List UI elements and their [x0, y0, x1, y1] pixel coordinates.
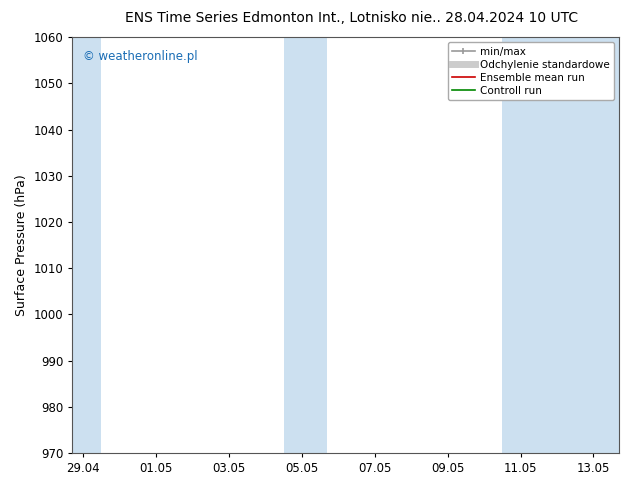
Text: © weatheronline.pl: © weatheronline.pl: [83, 49, 198, 63]
Text: ENS Time Series Edmonton Int., Lotnisko: ENS Time Series Edmonton Int., Lotnisko: [126, 11, 407, 25]
Legend: min/max, Odchylenie standardowe, Ensemble mean run, Controll run: min/max, Odchylenie standardowe, Ensembl…: [448, 42, 614, 100]
Y-axis label: Surface Pressure (hPa): Surface Pressure (hPa): [15, 174, 28, 316]
Text: nie.. 28.04.2024 10 UTC: nie.. 28.04.2024 10 UTC: [411, 11, 578, 25]
Bar: [283, 37, 327, 453]
Bar: [502, 37, 619, 453]
Bar: [72, 37, 101, 453]
